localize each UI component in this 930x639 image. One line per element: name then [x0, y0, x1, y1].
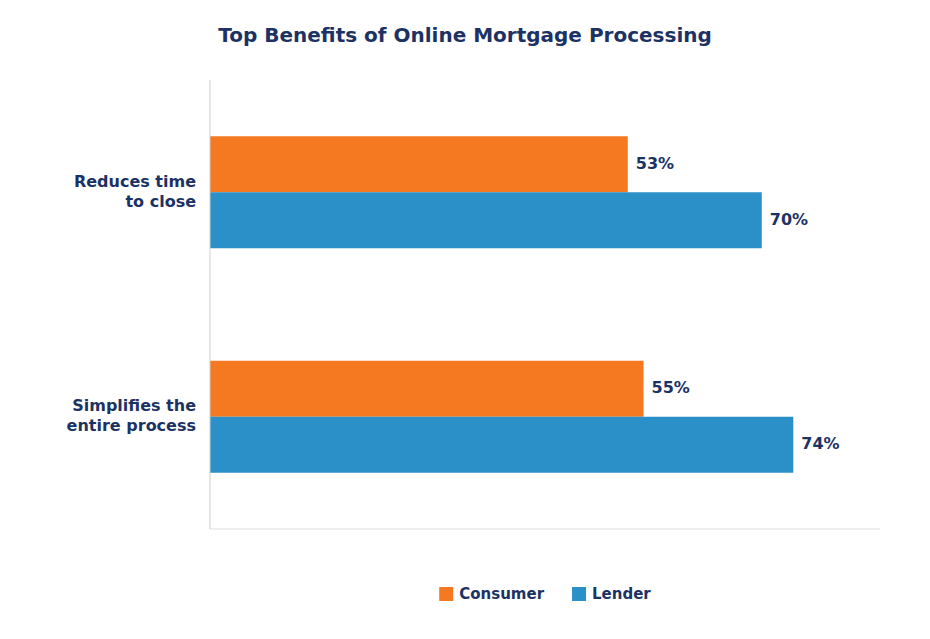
x-axis-line — [210, 529, 880, 530]
data-label: 53% — [636, 154, 674, 173]
background — [0, 0, 930, 639]
y-tick-label: Simplifies theentire process — [67, 396, 197, 435]
data-label: 74% — [801, 434, 839, 453]
y-tick-label: Reduces timeto close — [74, 172, 196, 211]
legend-swatch — [572, 587, 586, 601]
bar — [210, 417, 793, 473]
legend-swatch — [439, 587, 453, 601]
y-axis: Reduces timeto close Simplifies theentire… — [67, 80, 880, 529]
legend-item: Consumer — [439, 585, 544, 603]
bars — [210, 136, 793, 473]
bar — [210, 361, 644, 417]
legend-label: Consumer — [459, 585, 544, 603]
bar — [210, 136, 628, 192]
legend-label: Lender — [592, 585, 651, 603]
chart-container: Top Benefits of Online Mortgage Processi… — [0, 0, 930, 639]
chart-svg: Top Benefits of Online Mortgage Processi… — [0, 0, 930, 639]
data-label: 55% — [652, 378, 690, 397]
legend: Consumer Lender — [439, 585, 651, 603]
y-axis-line — [210, 80, 211, 529]
data-label: 70% — [770, 210, 808, 229]
data-labels: 53% 70% 55% 74% — [636, 154, 840, 454]
legend-item: Lender — [572, 585, 651, 603]
bar — [210, 192, 762, 248]
title: Top Benefits of Online Mortgage Processi… — [218, 23, 712, 47]
